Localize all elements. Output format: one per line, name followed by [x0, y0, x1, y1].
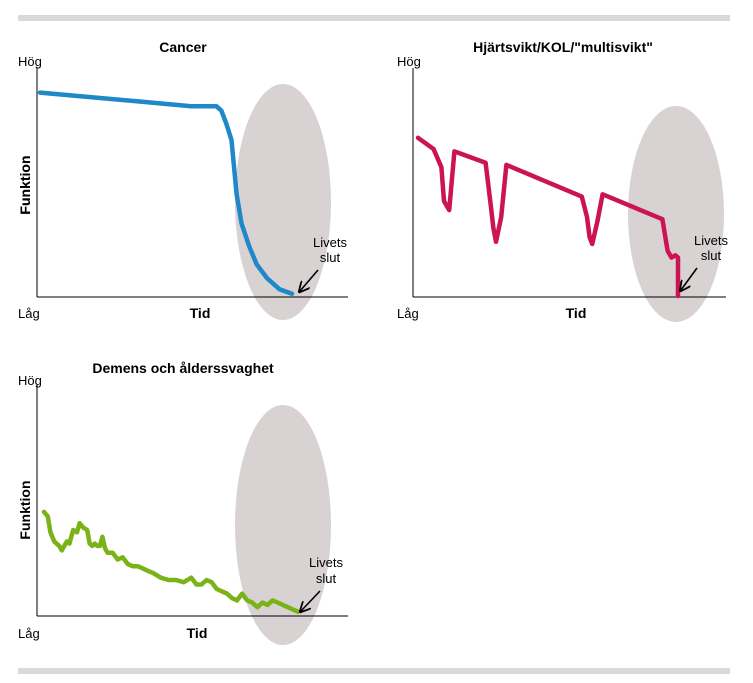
chart-1-y-low-label: Låg	[18, 306, 40, 321]
chart-3-annotation-line-2: slut	[316, 571, 337, 586]
chart-1-annotation-line-1: Livets	[313, 235, 347, 250]
chart-3-series-line	[41, 509, 301, 614]
bottom-divider	[18, 668, 730, 674]
chart-3-y-high-label: Hög	[18, 373, 42, 388]
top-divider	[18, 15, 730, 21]
chart-1-title: Cancer	[159, 39, 207, 55]
chart-2-annotation-line-1: Livets	[694, 233, 728, 248]
chart-1-y-high-label: Hög	[18, 54, 42, 69]
chart-3-y-low-label: Låg	[18, 626, 40, 641]
chart-2-annotation-arrow	[681, 267, 698, 290]
chart-3-end-of-life-ellipse	[235, 405, 331, 645]
chart-2-y-low-label: Låg	[397, 306, 419, 321]
chart-1-y-label: Funktion	[17, 155, 33, 214]
chart-3-annotation-arrow	[301, 590, 321, 611]
chart-2-series-line	[415, 135, 681, 299]
chart-3-annotation-line-1: Livets	[309, 555, 343, 570]
chart-2-end-of-life-ellipse	[628, 106, 724, 322]
chart-2-y-label: Funktion	[17, 155, 33, 214]
chart-3-x-label: Tid	[187, 625, 208, 641]
chart-2-title: Hjärtsvikt/KOL/"multisvikt"	[473, 39, 653, 55]
chart-2-annotation-line-2: slut	[701, 248, 722, 263]
chart-1-annotation-arrow	[300, 269, 319, 291]
chart-1-series-line	[37, 90, 295, 296]
chart-2-y-high-label: Hög	[397, 54, 421, 69]
chart-1-annotation-line-2: slut	[320, 250, 341, 265]
chart-1-end-of-life-ellipse	[235, 84, 331, 320]
chart-1-x-label: Tid	[190, 305, 211, 321]
chart-3-title: Demens och ålderssvaghet	[92, 360, 274, 376]
chart-3-y-label: Funktion	[17, 480, 33, 539]
chart-2-x-label: Tid	[566, 305, 587, 321]
